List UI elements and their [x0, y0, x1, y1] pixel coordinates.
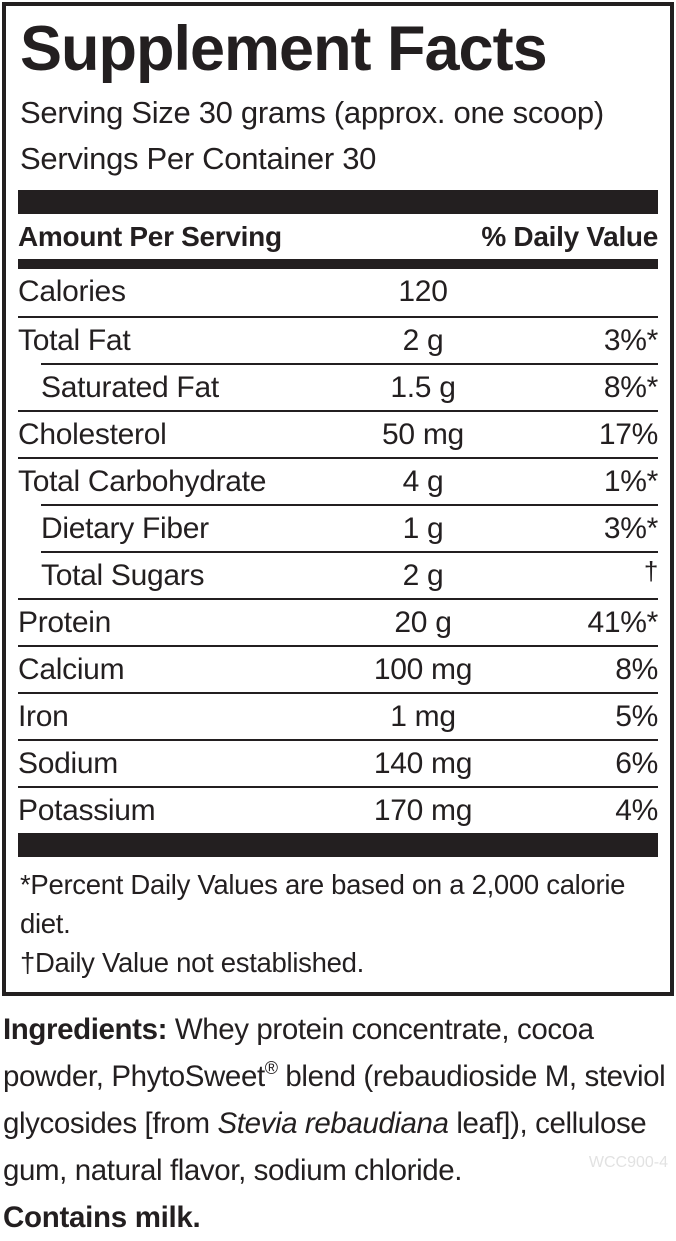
- nutrient-name: Calcium: [18, 653, 125, 686]
- nutrient-amount: 140 mg: [373, 747, 473, 780]
- nutrient-daily-value: 5%: [615, 700, 658, 733]
- allergen-statement: Contains milk.: [3, 1201, 201, 1234]
- nutrient-name: Protein: [18, 606, 111, 639]
- serving-size: Serving Size 30 grams (approx. one scoop…: [20, 95, 604, 130]
- nutrient-name: Iron: [18, 700, 69, 733]
- nutrient-name: Saturated Fat: [41, 371, 219, 404]
- nutrient-name: Sodium: [18, 747, 118, 780]
- nutrient-amount: 20 g: [394, 606, 452, 639]
- nutrient-daily-value: 6%: [615, 747, 658, 780]
- row-calories: Calories 120: [18, 269, 658, 316]
- nutrient-name: Dietary Fiber: [41, 512, 209, 545]
- registered-trademark-symbol: ®: [264, 1058, 278, 1078]
- nutrient-amount: 1 mg: [390, 700, 456, 733]
- nutrient-name: Calories: [18, 275, 126, 308]
- row-total-sugars: Total Sugars 2 g †: [41, 551, 658, 598]
- column-header-daily-value: % Daily Value: [481, 220, 658, 252]
- footnotes: *Percent Daily Values are based on a 2,0…: [18, 857, 658, 992]
- ingredients-text-part1: Whey protein concentrate, cocoa powder, …: [3, 1013, 594, 1093]
- botanical-name: Stevia rebaudiana: [217, 1107, 449, 1140]
- nutrient-amount: 120: [398, 275, 448, 308]
- servings-per-container: Servings Per Container 30: [20, 141, 377, 176]
- nutrient-amount: 170 mg: [373, 794, 473, 827]
- row-potassium: Potassium 170 mg 4%: [18, 786, 658, 833]
- divider-bar-thick-top: [18, 190, 658, 214]
- panel-title: Supplement Facts: [20, 14, 548, 84]
- ingredients-text-part3: leaf]), cellulose gum, natural flavor, s…: [3, 1107, 647, 1187]
- nutrient-daily-value-dagger: †: [643, 556, 658, 586]
- product-code: WCC900-4: [588, 1154, 668, 1171]
- nutrient-daily-value: 17%: [598, 418, 658, 451]
- nutrient-daily-value: 1%*: [603, 465, 658, 498]
- supplement-facts-panel: Supplement Facts Serving Size 30 grams (…: [2, 2, 674, 996]
- nutrient-amount: 2 g: [402, 324, 444, 357]
- row-total-carbohydrate: Total Carbohydrate 4 g 1%*: [18, 457, 658, 504]
- row-total-fat: Total Fat 2 g 3%*: [18, 316, 658, 363]
- row-calcium: Calcium 100 mg 8%: [18, 645, 658, 692]
- nutrient-amount: 1 g: [402, 512, 444, 545]
- footnote-percent-daily-values: *Percent Daily Values are based on a 2,0…: [20, 869, 626, 939]
- nutrient-amount: 4 g: [402, 465, 444, 498]
- nutrient-daily-value: 41%*: [587, 606, 658, 639]
- ingredients-text-part2: blend (rebaudioside M, steviol glycoside…: [3, 1060, 666, 1140]
- ingredients-paragraph: Ingredients: Whey protein concentrate, c…: [3, 1006, 674, 1194]
- nutrient-name: Total Fat: [18, 324, 131, 357]
- row-iron: Iron 1 mg 5%: [18, 692, 658, 739]
- ingredients-heading: Ingredients:: [3, 1013, 168, 1046]
- nutrient-daily-value: 8%*: [603, 371, 658, 404]
- table-header-row: Amount Per Serving % Daily Value: [18, 214, 658, 259]
- row-saturated-fat: Saturated Fat 1.5 g 8%*: [41, 363, 658, 410]
- nutrient-amount: 50 mg: [382, 418, 464, 451]
- nutrient-name: Total Carbohydrate: [18, 465, 267, 498]
- nutrient-daily-value: 4%: [615, 794, 658, 827]
- row-sodium: Sodium 140 mg 6%: [18, 739, 658, 786]
- nutrient-amount: 1.5 g: [390, 371, 456, 404]
- nutrient-daily-value: 8%: [615, 653, 658, 686]
- nutrient-daily-value: 3%*: [603, 512, 658, 545]
- nutrient-daily-value: 3%*: [603, 324, 658, 357]
- row-protein: Protein 20 g 41%*: [18, 598, 658, 645]
- divider-bar-thick-bottom: [18, 833, 658, 857]
- nutrient-name: Potassium: [18, 794, 156, 827]
- nutrient-name: Total Sugars: [41, 559, 205, 592]
- divider-bar-medium: [18, 259, 658, 269]
- nutrient-amount: 2 g: [402, 559, 444, 592]
- nutrient-amount: 100 mg: [373, 653, 473, 686]
- nutrient-name: Cholesterol: [18, 418, 167, 451]
- row-cholesterol: Cholesterol 50 mg 17%: [18, 410, 658, 457]
- footnote-daily-value-not-established: †Daily Value not established.: [20, 947, 364, 978]
- column-header-amount-per-serving: Amount Per Serving: [18, 220, 282, 252]
- row-dietary-fiber: Dietary Fiber 1 g 3%*: [41, 504, 658, 551]
